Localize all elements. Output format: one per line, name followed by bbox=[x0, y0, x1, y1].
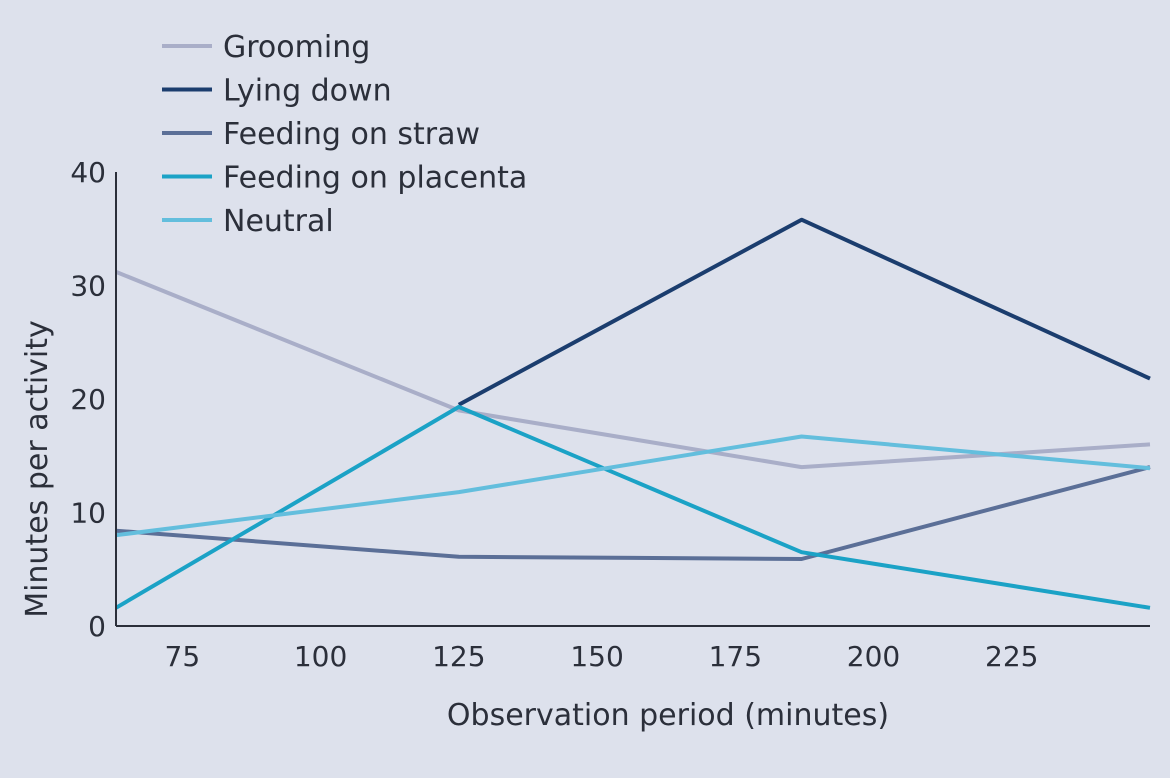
y-tick-label-40: 40 bbox=[70, 156, 106, 189]
legend-item-feeding-on-placenta: Feeding on placenta bbox=[162, 161, 527, 196]
x-tick-label-200: 200 bbox=[847, 640, 900, 673]
series-line-lying-down bbox=[457, 217, 1151, 407]
legend-item-lying-down: Lying down bbox=[162, 74, 392, 109]
legend-item-feeding-on-straw: Feeding on straw bbox=[162, 117, 480, 152]
y-tick-label-30: 30 bbox=[70, 270, 106, 303]
x-tick-label-175: 175 bbox=[709, 640, 762, 673]
ticks: 75 100 125 150 175 200 225 0 10 20 30 40 bbox=[70, 156, 1038, 673]
y-tick-label-20: 20 bbox=[70, 383, 106, 416]
axes bbox=[115, 172, 1150, 627]
y-tick-label-0: 0 bbox=[88, 610, 106, 643]
series-line-grooming bbox=[115, 270, 1151, 470]
legend-label-lying-down: Lying down bbox=[223, 74, 392, 109]
series-layer bbox=[114, 217, 1151, 610]
x-tick-label-75: 75 bbox=[165, 640, 201, 673]
x-tick-label-100: 100 bbox=[294, 640, 347, 673]
x-tick-label-150: 150 bbox=[570, 640, 623, 673]
x-tick-label-225: 225 bbox=[985, 640, 1038, 673]
y-tick-label-10: 10 bbox=[70, 497, 106, 530]
legend-label-feeding-on-straw: Feeding on straw bbox=[223, 117, 480, 152]
series-line-feeding-on-placenta bbox=[114, 404, 1151, 610]
series-line-feeding-on-straw bbox=[115, 465, 1151, 561]
legend-item-grooming: Grooming bbox=[162, 30, 370, 65]
legend-label-neutral: Neutral bbox=[223, 204, 334, 239]
legend-label-grooming: Grooming bbox=[223, 30, 370, 65]
x-tick-label-125: 125 bbox=[432, 640, 485, 673]
y-axis-title: Minutes per activity bbox=[20, 320, 55, 618]
x-axis-title: Observation period (minutes) bbox=[447, 698, 889, 733]
series-line-neutral bbox=[115, 434, 1151, 538]
legend-item-neutral: Neutral bbox=[162, 204, 334, 239]
legend: Grooming Lying down Feeding on straw Feedin… bbox=[162, 30, 527, 239]
legend-label-feeding-on-placenta: Feeding on placenta bbox=[223, 161, 527, 196]
